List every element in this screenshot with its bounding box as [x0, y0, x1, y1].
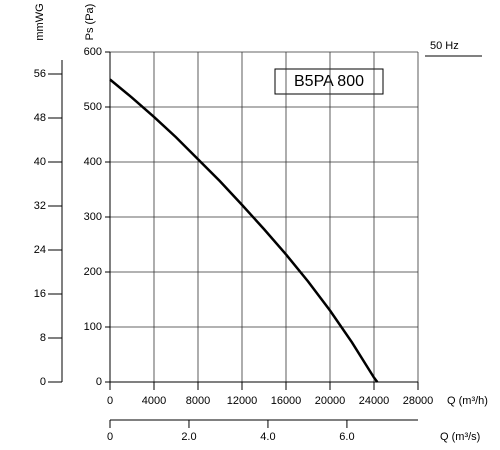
x-tick-label: 16000 — [271, 395, 302, 407]
y2-tick-label: 40 — [34, 156, 46, 168]
y2-tick-label: 32 — [34, 200, 46, 212]
y-tick-label: 400 — [84, 156, 102, 168]
x-tick-label: 8000 — [186, 395, 210, 407]
y2-tick-label: 48 — [34, 112, 46, 124]
y2-axis-title: mmWG — [34, 3, 46, 40]
y-tick-label: 0 — [96, 376, 102, 388]
y2-tick-label: 8 — [40, 332, 46, 344]
y-tick-label: 600 — [84, 46, 102, 58]
x-tick-label: 12000 — [227, 395, 258, 407]
x-tick-label: 0 — [107, 395, 113, 407]
y-tick-label: 100 — [84, 321, 102, 333]
x-axis-title: Q (m³/h) — [447, 395, 488, 407]
y2-tick-label: 0 — [40, 376, 46, 388]
y-axis-title: Ps (Pa) — [84, 4, 96, 41]
x2-tick-label: 2.0 — [181, 431, 196, 443]
fan-curve — [109, 78, 379, 383]
y2-tick-label: 56 — [34, 68, 46, 80]
x2-axis-title: Q (m³/s) — [440, 431, 480, 443]
x2-tick-label: 0 — [107, 431, 113, 443]
model-box — [274, 68, 384, 95]
x-tick-label: 20000 — [315, 395, 346, 407]
y-tick-label: 300 — [84, 211, 102, 223]
y-tick-label: 500 — [84, 101, 102, 113]
y2-tick-label: 16 — [34, 288, 46, 300]
x-tick-label: 4000 — [142, 395, 166, 407]
x-tick-label: 28000 — [403, 395, 434, 407]
y-tick-label: 200 — [84, 266, 102, 278]
x-tick-label: 24000 — [359, 395, 390, 407]
x2-tick-label: 4.0 — [260, 431, 275, 443]
x2-tick-label: 6.0 — [339, 431, 354, 443]
frequency-label: 50 Hz — [430, 40, 459, 52]
y2-tick-label: 24 — [34, 244, 46, 256]
model-label: B5PA 800 — [294, 73, 364, 90]
